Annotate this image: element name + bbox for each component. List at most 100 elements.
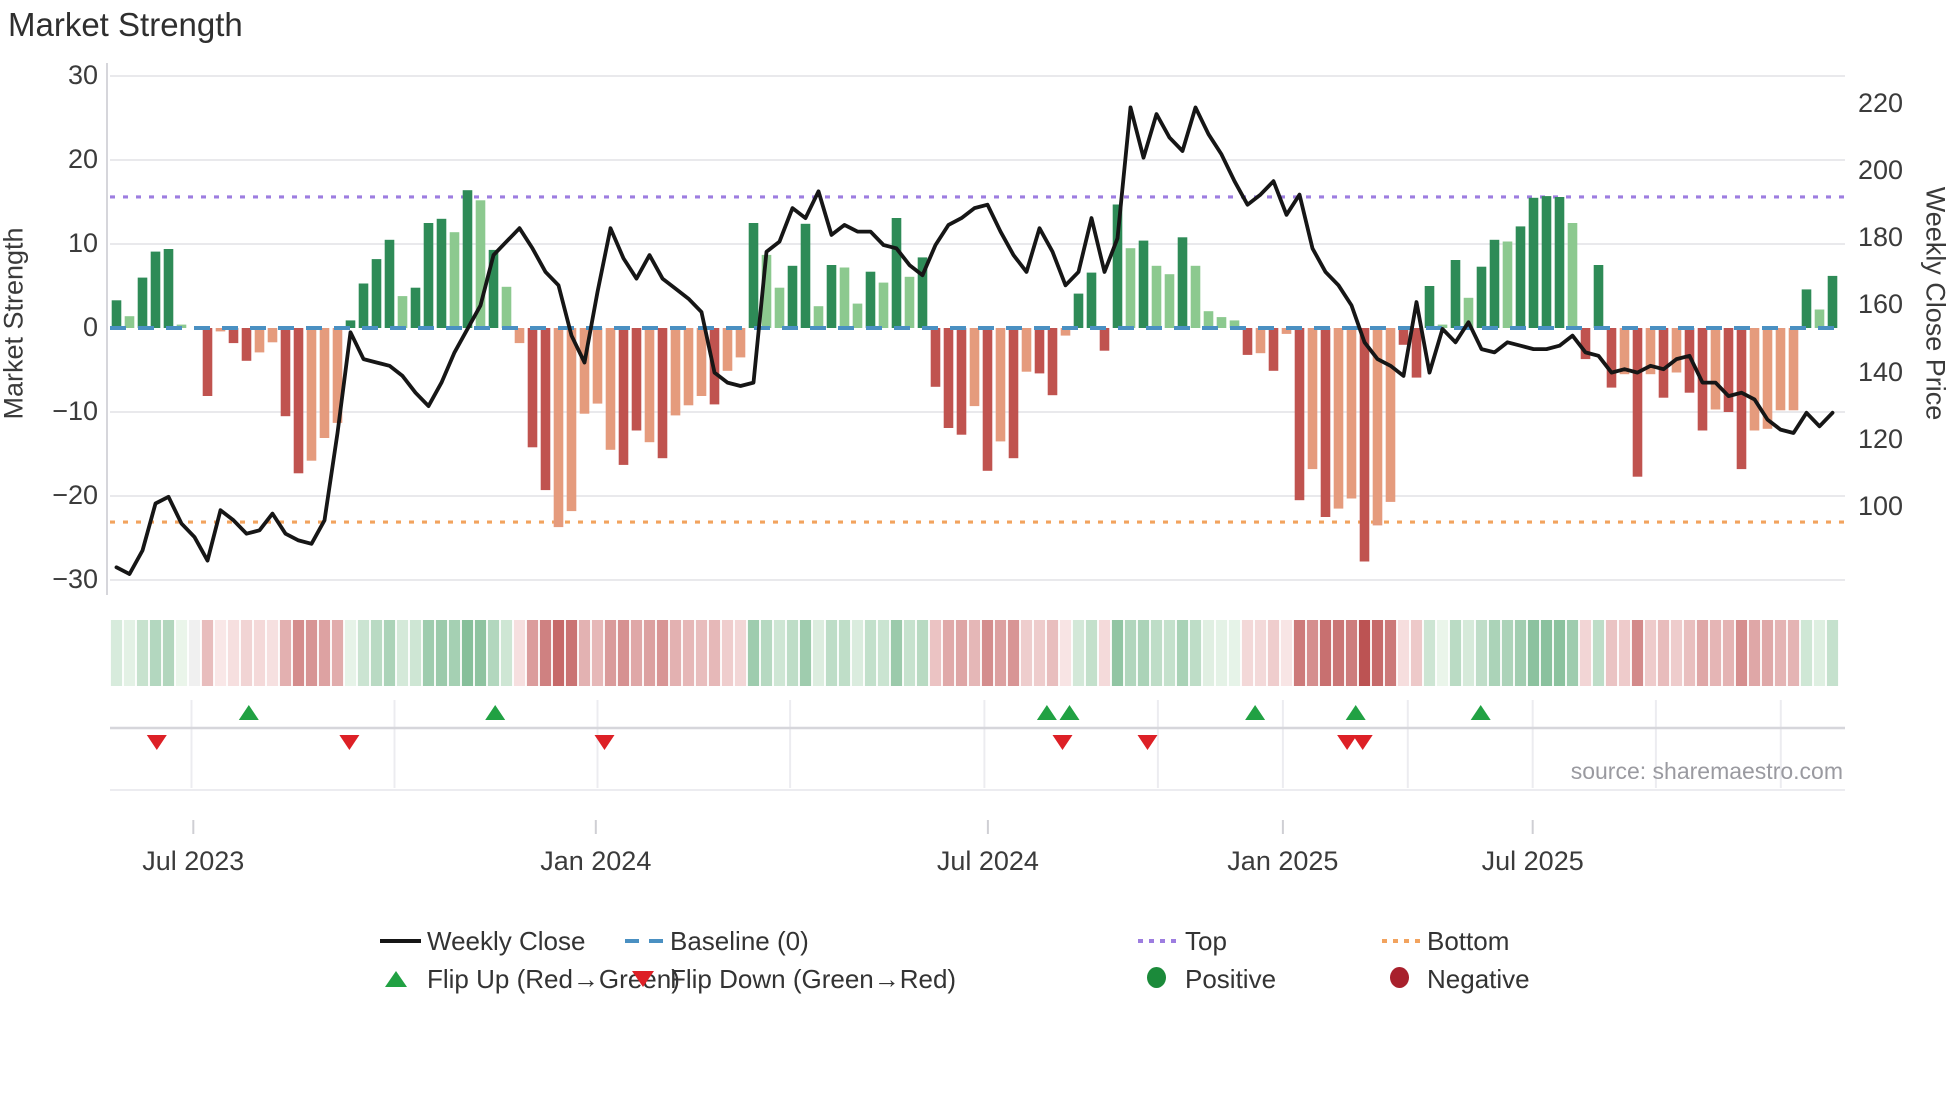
heatmap-band (1761, 620, 1774, 686)
weekly-close-line-swatch (380, 939, 421, 943)
heatmap-band (149, 620, 162, 686)
strength-bar (1151, 265, 1162, 328)
weekly-close-line (114, 105, 1835, 576)
flip-down-marker (1337, 735, 1358, 750)
heatmap-band (604, 620, 617, 686)
strength-bar (865, 271, 876, 328)
legend-item-top[interactable]: Top (1185, 926, 1227, 956)
legend-item-negative[interactable]: Negative (1427, 964, 1530, 994)
strength-bar (228, 328, 239, 344)
legend-item-baseline[interactable]: Baseline (0) (670, 926, 809, 956)
strength-bar (1580, 328, 1591, 360)
strength-bar (878, 282, 889, 328)
heatmap-band (1813, 620, 1826, 686)
heatmap-band (1592, 620, 1605, 686)
strength-bar (436, 218, 447, 328)
heatmap-band (1462, 620, 1475, 686)
strength-bar (163, 249, 174, 328)
strength-bar (1528, 197, 1539, 328)
flip-up-marker (1059, 705, 1080, 720)
strength-bar (215, 328, 226, 332)
heatmap-band (1631, 620, 1644, 686)
strength-bar (891, 218, 902, 328)
strength-bar (644, 328, 655, 443)
strength-bar (852, 303, 863, 328)
legend-item-bottom[interactable]: Bottom (1427, 926, 1510, 956)
heatmap-band (422, 620, 435, 686)
heatmap-band (1293, 620, 1306, 686)
heatmap-band (318, 620, 331, 686)
heatmap-band (669, 620, 682, 686)
y-tick-label: 20 (67, 144, 98, 174)
heatmap-band (1696, 620, 1709, 686)
strength-bar (293, 328, 304, 474)
strength-bar (969, 328, 980, 407)
legend-item-flip-down[interactable]: Flip Down (Green→Red) (670, 964, 957, 994)
heatmap-band (968, 620, 981, 686)
heatmap-band (279, 620, 292, 686)
heatmap-band (682, 620, 695, 686)
y-tick-label: −10 (52, 396, 98, 426)
strength-bar (761, 254, 772, 328)
strength-bar (1541, 196, 1552, 328)
right-tick-label: 160 (1858, 289, 1904, 320)
strength-bar (1463, 297, 1474, 328)
x-tick-label: Jan 2025 (1227, 846, 1339, 876)
strength-bar (1710, 328, 1721, 410)
strength-bar (1320, 328, 1331, 517)
strength-bar (670, 328, 681, 416)
heatmap-band (1046, 620, 1059, 686)
heatmap-band (981, 620, 994, 686)
heatmap-band (1488, 620, 1501, 686)
heatmap-band (1228, 620, 1241, 686)
legend-item-weekly-close[interactable]: Weekly Close (427, 926, 586, 956)
strength-bar (1333, 328, 1344, 509)
strength-bar (1372, 328, 1383, 526)
heatmap-band (747, 620, 760, 686)
strength-bar (514, 328, 525, 344)
heatmap-band (1579, 620, 1592, 686)
strength-bar (1021, 328, 1032, 372)
strength-bar (930, 328, 941, 387)
heatmap-band (1397, 620, 1410, 686)
positive-dot-icon (1147, 967, 1166, 988)
heatmap-band (552, 620, 565, 686)
legend-item-positive[interactable]: Positive (1185, 964, 1277, 994)
strength-bar (358, 283, 369, 328)
strength-bar (1346, 328, 1357, 499)
heatmap-band (526, 620, 539, 686)
heatmap-band (1111, 620, 1124, 686)
heatmap-band (1306, 620, 1319, 686)
heatmap-band (1618, 620, 1631, 686)
strength-bar (384, 239, 395, 328)
baseline-dash-swatch (625, 939, 663, 943)
heatmap-band (370, 620, 383, 686)
heatmap-band (812, 620, 825, 686)
heatmap-band (825, 620, 838, 686)
heatmap-band (1280, 620, 1293, 686)
strength-bar (1125, 248, 1136, 328)
flip-down-marker (1137, 735, 1158, 750)
y-tick-label: 0 (82, 312, 98, 342)
heatmap-band (1826, 620, 1839, 686)
strength-bar (488, 249, 499, 328)
strength-bar (1411, 328, 1422, 378)
strength-bar (1749, 328, 1760, 431)
strength-bar (943, 328, 954, 428)
flip-down-triangle-icon (632, 971, 654, 987)
negative-dot-icon (1390, 967, 1409, 988)
heatmap-band (448, 620, 461, 686)
heatmap-band (1267, 620, 1280, 686)
strength-bar (1723, 328, 1734, 412)
heatmap-band (1709, 620, 1722, 686)
heatmap-band (1332, 620, 1345, 686)
heatmap-band (1553, 620, 1566, 686)
strength-bar (1099, 328, 1110, 351)
strength-bar (1632, 328, 1643, 477)
strength-bar (449, 232, 460, 328)
heatmap-band (227, 620, 240, 686)
heatmap-band (617, 620, 630, 686)
strength-bars (111, 190, 1838, 562)
heatmap-band (1241, 620, 1254, 686)
